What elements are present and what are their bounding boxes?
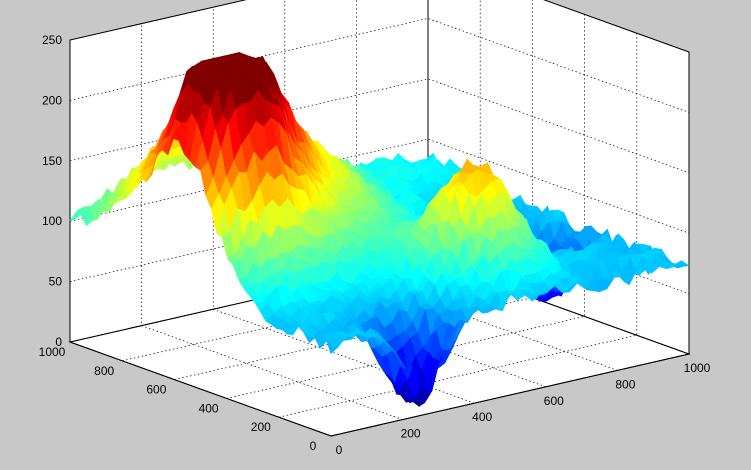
gridline-z xyxy=(69,138,690,234)
x-axis-line xyxy=(330,353,690,437)
x-tick-label: 600 xyxy=(544,394,564,408)
gridline-z xyxy=(69,18,690,113)
gridline-z xyxy=(69,78,690,174)
gridline-y xyxy=(278,33,638,418)
x-tick-label: 0 xyxy=(336,443,343,457)
gridline-y xyxy=(330,52,690,437)
surface-mesh xyxy=(69,51,690,408)
surface-cell xyxy=(325,337,339,355)
x-tick-label: 400 xyxy=(472,410,492,424)
z-tick-label: 150 xyxy=(42,154,62,168)
z-tick-label: 200 xyxy=(42,93,62,107)
y-axis-line xyxy=(69,341,332,437)
tick-labels: 0501001502002500200400600800100002004006… xyxy=(39,33,711,457)
y-tick-label: 400 xyxy=(199,401,219,415)
x-tick-label: 800 xyxy=(615,377,635,391)
x-tick-label: 1000 xyxy=(684,361,711,375)
z-tick-label: 250 xyxy=(42,33,62,47)
y-tick-label: 800 xyxy=(94,364,114,378)
x-tick-label: 200 xyxy=(401,427,421,441)
y-tick-label: 600 xyxy=(146,383,166,397)
gridline-y xyxy=(69,0,429,343)
z-tick-label: 50 xyxy=(49,275,63,289)
gridline-y xyxy=(174,0,533,380)
gridline-z xyxy=(69,259,690,355)
gridline-y xyxy=(122,0,481,362)
y-tick-label: 0 xyxy=(310,439,317,453)
z-tick-label: 0 xyxy=(55,335,62,349)
y-tick-label: 200 xyxy=(251,420,271,434)
gridline-y xyxy=(226,14,585,399)
gridline-z xyxy=(69,0,690,53)
z-tick-label: 100 xyxy=(42,214,62,228)
y-tick-label: 1000 xyxy=(39,345,66,359)
